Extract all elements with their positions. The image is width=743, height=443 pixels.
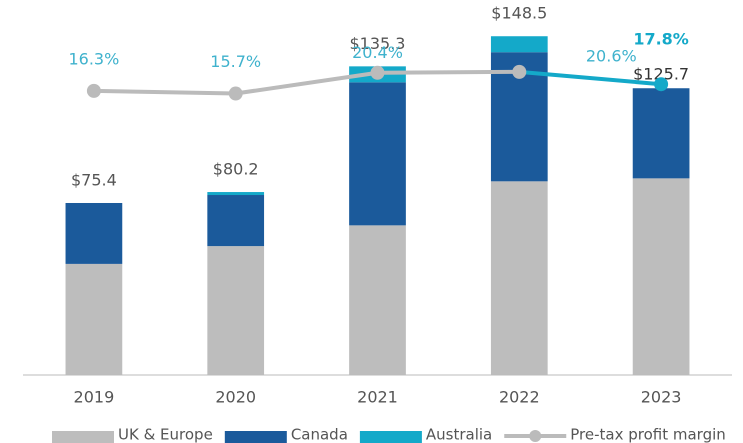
margin-marker [654,77,669,92]
legend-marker [529,430,542,442]
legend-label: Pre-tax profit margin [570,426,726,443]
bar-segment [349,82,406,226]
margin-line [235,70,378,96]
x-tick-label: 2019 [74,388,115,407]
margin-label: 16.3% [68,49,119,68]
margin-marker [512,64,527,79]
margin-marker [370,65,385,80]
legend-label: Australia [426,426,492,443]
legend-label: Canada [291,426,348,443]
total-label: $80.2 [213,160,259,179]
total-label: $125.7 [633,65,689,84]
legend-swatch [224,431,287,443]
margin-label: 20.6% [586,46,637,65]
legend-swatch [359,431,422,443]
bar-segment [207,195,265,247]
margin-marker [228,86,243,101]
legend-label: UK & Europe [118,426,213,443]
margin-line [519,69,662,87]
bar-segment [632,88,690,179]
margin-marker [86,83,101,98]
x-tick-label: 2022 [499,388,540,407]
total-label: $75.4 [71,170,117,189]
bar-segment [207,192,265,196]
bar-segment [65,263,123,375]
bar-segment [490,181,548,375]
bar-segment [65,202,123,264]
margin-label: 20.4% [352,43,403,62]
margin-label: 17.8% [633,30,689,49]
x-tick-label: 2020 [215,388,256,407]
legend-swatch [52,431,114,443]
bar-segment [490,36,548,53]
margin-label: 15.7% [210,52,261,71]
total-label: $135.3 [350,34,406,53]
total-label: $148.5 [491,4,547,23]
x-tick-label: 2021 [357,388,398,407]
bar-segment [632,178,690,375]
bar-segment [207,246,265,375]
x-tick-label: 2023 [641,388,682,407]
margin-line [93,88,236,96]
bar-segment [349,225,406,375]
margin-line [377,69,520,75]
